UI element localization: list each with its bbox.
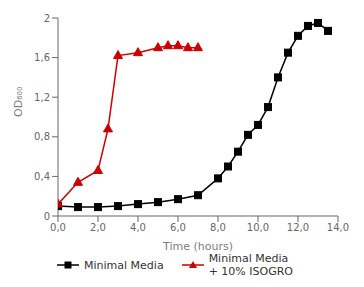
svg-text:14,0: 14,0 (327, 222, 349, 233)
html-text:Minimal Media: Minimal Media (84, 258, 164, 272)
svg-text:4,0: 4,0 (130, 222, 146, 233)
svg-text:12,0: 12,0 (287, 222, 309, 233)
svg-text:1,6: 1,6 (34, 52, 50, 63)
svg-text:0,0: 0,0 (50, 222, 66, 233)
svg-text:2,0: 2,0 (90, 222, 106, 233)
svg-text:0: 0 (44, 211, 50, 222)
svg-text:2: 2 (44, 13, 50, 24)
svg-text:8,0: 8,0 (210, 222, 226, 233)
svg-text:Time (hours): Time (hours) (162, 240, 233, 253)
svg-text:0,4: 0,4 (34, 171, 50, 182)
svg-text:10,0: 10,0 (247, 222, 269, 233)
svg-text:6,0: 6,0 (170, 222, 186, 233)
svg-text:1,2: 1,2 (34, 92, 50, 103)
html-text:Minimal Media + 10% ISOGRO: Minimal Media + 10% ISOGRO (208, 252, 293, 278)
svg-text:0,8: 0,8 (34, 131, 50, 142)
svg-text:OD₆₀₀: OD₆₀₀ (12, 86, 25, 117)
